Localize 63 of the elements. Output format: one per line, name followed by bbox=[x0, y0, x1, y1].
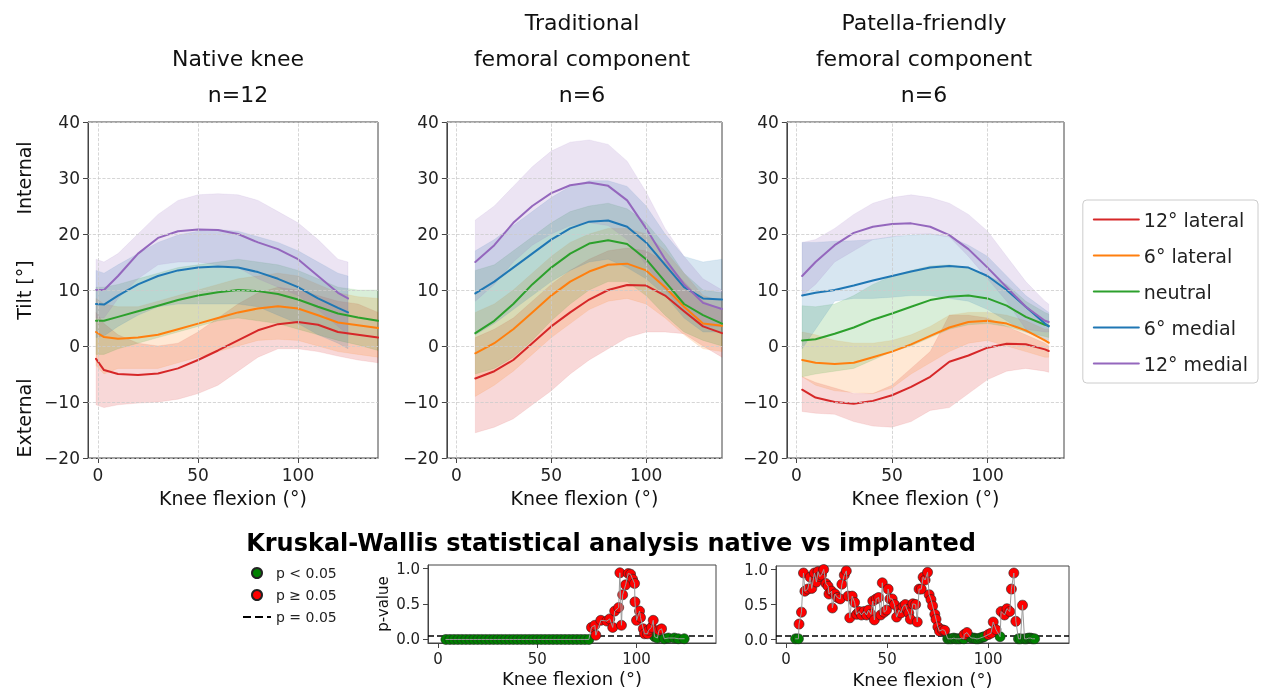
chart-subtitle: n=6 bbox=[900, 81, 948, 107]
x-tick-label: 50 bbox=[527, 649, 547, 668]
x-tick-label: 100 bbox=[622, 649, 651, 668]
legend-label: neutral bbox=[1143, 280, 1212, 303]
y-tick-label: −20 bbox=[742, 448, 779, 468]
y-tick-label: −20 bbox=[402, 448, 439, 468]
x-tick-label: 0 bbox=[92, 464, 104, 485]
x-tick-label: 50 bbox=[187, 464, 209, 485]
x-axis-title: Knee flexion (°) bbox=[510, 486, 659, 509]
y-tick-label: 10 bbox=[417, 280, 439, 300]
x-axis-title: Knee flexion (°) bbox=[501, 667, 643, 689]
x-tick-label: 50 bbox=[881, 464, 903, 485]
y-tick-label: 30 bbox=[417, 168, 439, 188]
y-tick-label: 1.0 bbox=[396, 559, 420, 578]
x-tick-label: 50 bbox=[540, 464, 563, 485]
y-tick-label: 1.0 bbox=[744, 560, 768, 579]
y-tick-label: 0.0 bbox=[744, 630, 768, 649]
x-tick-label: 0 bbox=[781, 649, 791, 668]
y-tick-label: 40 bbox=[58, 112, 80, 132]
chart-subtitle: n=6 bbox=[558, 81, 606, 107]
x-tick-label: 100 bbox=[973, 649, 1003, 668]
x-tick-label: 0 bbox=[791, 464, 802, 485]
y-axis-title: p-value bbox=[373, 576, 392, 632]
y-tick-label: 0.5 bbox=[744, 595, 768, 614]
y-tick-label: 0 bbox=[428, 336, 439, 356]
y-tick-label: 20 bbox=[58, 224, 80, 244]
y-tick-label: 0.0 bbox=[396, 630, 420, 649]
legend-label: 6° lateral bbox=[1143, 244, 1233, 267]
y-axis-title: Tilt [°] bbox=[12, 260, 35, 321]
text: External bbox=[13, 378, 35, 458]
y-tick-label: 30 bbox=[757, 168, 779, 188]
legend-label: p ≥ 0.05 bbox=[276, 587, 337, 603]
legend-label: 12° lateral bbox=[1143, 208, 1245, 231]
y-tick-label: −10 bbox=[44, 392, 80, 412]
x-tick-label: 0 bbox=[450, 464, 462, 485]
y-tick-label: 30 bbox=[58, 168, 80, 188]
y-tick-label: −10 bbox=[402, 392, 439, 412]
y-tick-label: −20 bbox=[44, 448, 80, 468]
x-tick-label: 100 bbox=[971, 464, 1004, 485]
x-axis-title: Knee flexion (°) bbox=[851, 486, 1000, 509]
y-tick-label: 0.5 bbox=[396, 595, 420, 613]
chart-title: Kruskal-Wallis statistical analysis native vs implanted bbox=[246, 529, 976, 557]
chart-subtitle: n=12 bbox=[207, 81, 269, 107]
y-tick-label: 10 bbox=[757, 280, 779, 300]
y-tick-label: 0 bbox=[69, 336, 80, 356]
y-tick-label: 40 bbox=[757, 112, 779, 132]
y-tick-label: 0 bbox=[768, 336, 779, 356]
text: Internal bbox=[13, 141, 35, 215]
legend-label: 12° medial bbox=[1143, 352, 1249, 375]
x-axis-title: Knee flexion (°) bbox=[852, 669, 993, 691]
chart-title: Native knee bbox=[172, 45, 304, 71]
legend-label: p < 0.05 bbox=[276, 565, 337, 581]
y-tick-label: 10 bbox=[58, 280, 80, 300]
y-tick-label: 20 bbox=[417, 224, 439, 244]
legend-label: p = 0.05 bbox=[276, 609, 337, 625]
legend-label: 6° medial bbox=[1143, 316, 1236, 339]
x-axis-title: Knee flexion (°) bbox=[159, 486, 307, 509]
y-tick-label: 40 bbox=[417, 112, 439, 132]
y-tick-label: 20 bbox=[757, 224, 779, 244]
x-tick-label: 100 bbox=[629, 464, 663, 485]
x-tick-label: 50 bbox=[877, 649, 897, 668]
x-tick-label: 100 bbox=[281, 464, 315, 485]
y-tick-label: −10 bbox=[742, 392, 779, 412]
